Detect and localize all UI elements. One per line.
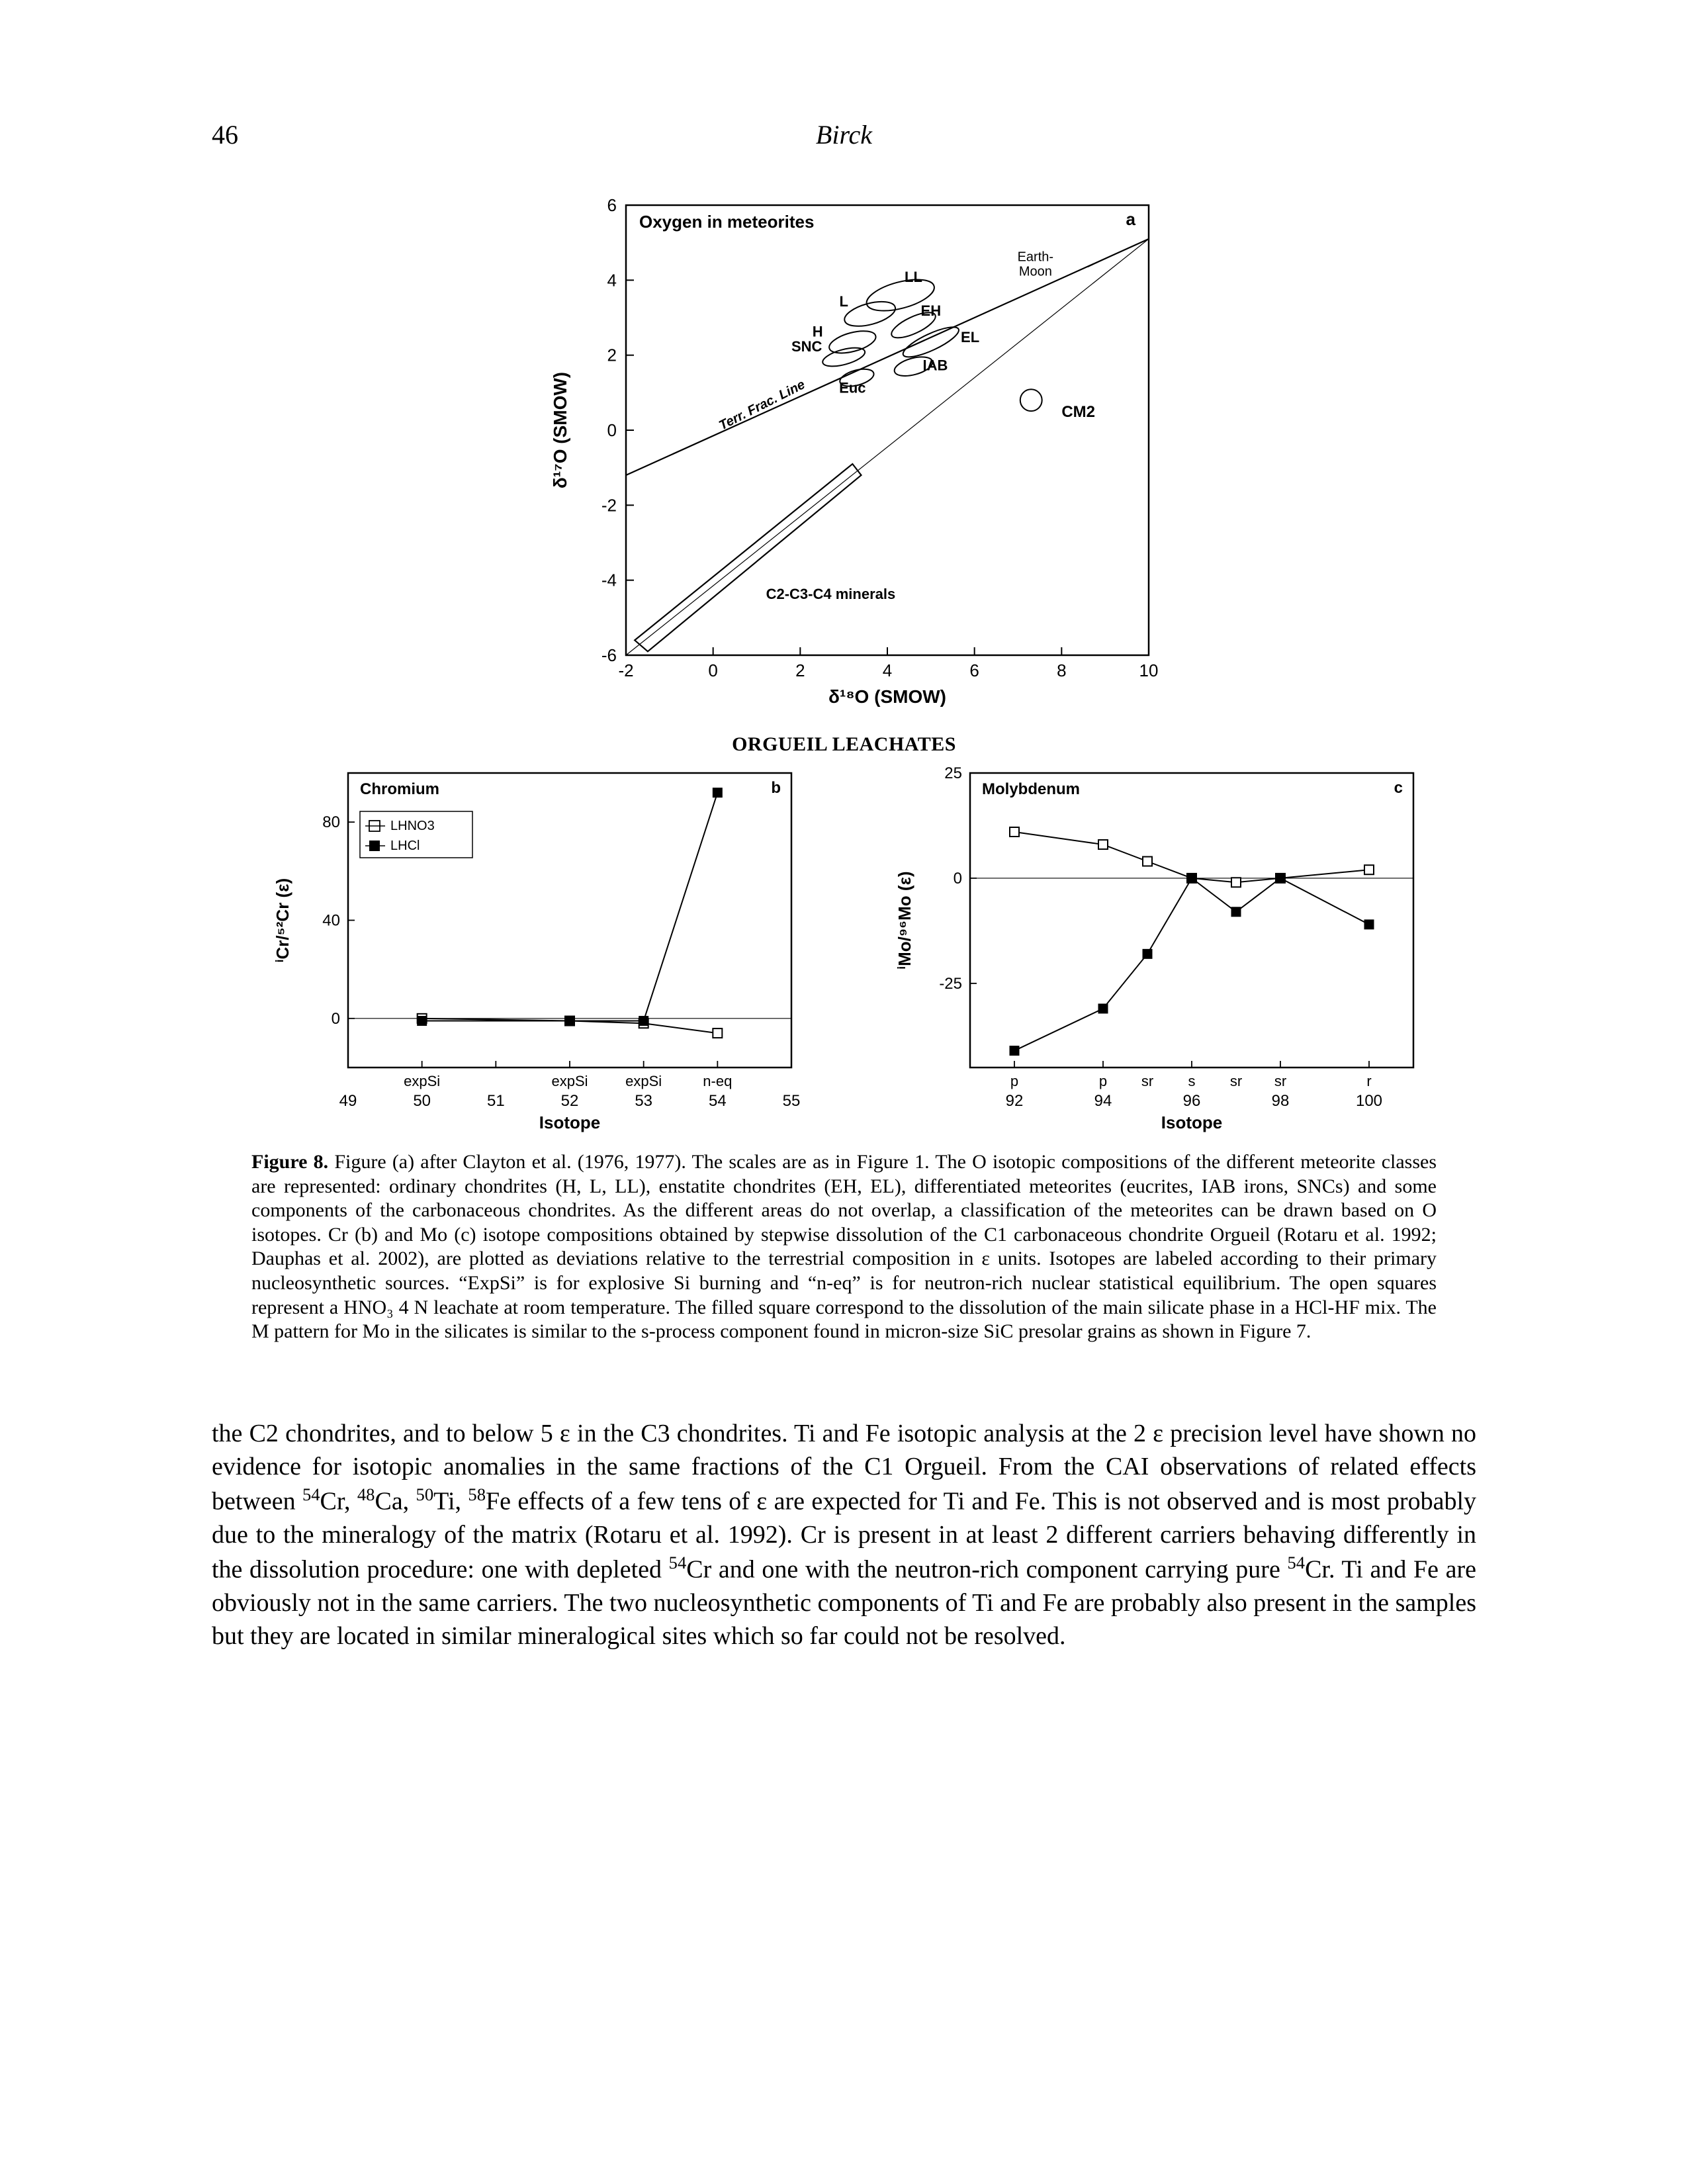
figure-8-caption: Figure 8. Figure (a) after Clayton et al… xyxy=(251,1150,1437,1344)
svg-text:ⁱCr/⁵²Cr (ε): ⁱCr/⁵²Cr (ε) xyxy=(273,878,292,962)
svg-text:sr: sr xyxy=(1274,1073,1286,1089)
svg-text:c: c xyxy=(1394,779,1402,797)
svg-text:0: 0 xyxy=(607,420,616,440)
page-header: 46 Birck xyxy=(212,119,1476,159)
svg-text:LL: LL xyxy=(905,269,922,285)
chart-a-oxygen: -2 0 2 4 6 8 10 -6 -4 -2 0 2 4 6 δ¹⁸O (SMOW) δ¹⁷O (SMOW… xyxy=(513,185,1175,728)
svg-text:6: 6 xyxy=(969,660,979,680)
svg-text:expSi: expSi xyxy=(625,1073,662,1089)
svg-text:51: 51 xyxy=(486,1092,504,1110)
svg-text:ⁱMo/⁹⁶Mo (ε): ⁱMo/⁹⁶Mo (ε) xyxy=(895,871,914,969)
svg-text:Molybdenum: Molybdenum xyxy=(982,780,1080,798)
svg-text:49: 49 xyxy=(339,1092,357,1110)
caption-lead: Figure 8. xyxy=(251,1151,328,1173)
svg-text:EH: EH xyxy=(920,302,941,319)
svg-text:0: 0 xyxy=(708,660,717,680)
svg-text:-25: -25 xyxy=(939,975,962,993)
svg-text:n-eq: n-eq xyxy=(703,1073,732,1089)
svg-text:a: a xyxy=(1126,209,1135,229)
svg-text:80: 80 xyxy=(322,813,340,831)
svg-text:94: 94 xyxy=(1094,1092,1112,1110)
svg-text:CM2: CM2 xyxy=(1061,403,1095,421)
page: 46 Birck -2 0 2 4 6 8 10 -6 -4 -2 0 2 4 6 δ¹⁸O (SMOW) δ… xyxy=(0,0,1688,2184)
svg-text:LHCl: LHCl xyxy=(390,839,420,853)
charts-b-c: 49 50 51 52 53 54 55 0 40 80 expSi expSi expSi n-eq Is… xyxy=(262,760,1427,1137)
svg-text:6: 6 xyxy=(607,195,616,215)
svg-text:Oxygen in meteorites: Oxygen in meteorites xyxy=(639,212,814,232)
svg-text:expSi: expSi xyxy=(551,1073,588,1089)
svg-text:-2: -2 xyxy=(601,495,616,515)
svg-text:b: b xyxy=(771,779,781,797)
svg-text:H: H xyxy=(812,323,822,340)
svg-text:Earth-: Earth- xyxy=(1017,250,1053,265)
svg-text:4: 4 xyxy=(607,270,616,290)
svg-text:0: 0 xyxy=(331,1010,339,1028)
svg-text:δ¹⁷O (SMOW): δ¹⁷O (SMOW) xyxy=(550,372,570,488)
svg-text:10: 10 xyxy=(1139,660,1158,680)
caption-body: Figure (a) after Clayton et al. (1976, 1… xyxy=(251,1151,1437,1342)
svg-text:LHNO3: LHNO3 xyxy=(390,819,435,833)
subcharts-heading: ORGUEIL LEACHATES xyxy=(732,733,956,756)
svg-text:2: 2 xyxy=(607,345,616,365)
svg-text:sr: sr xyxy=(1229,1073,1241,1089)
svg-text:C2-C3-C4 minerals: C2-C3-C4 minerals xyxy=(766,586,895,602)
svg-text:p: p xyxy=(1010,1073,1018,1089)
svg-text:40: 40 xyxy=(322,912,340,930)
svg-text:s: s xyxy=(1188,1073,1195,1089)
svg-text:92: 92 xyxy=(1005,1092,1023,1110)
svg-text:100: 100 xyxy=(1355,1092,1382,1110)
svg-text:SNC: SNC xyxy=(791,338,822,355)
svg-text:-2: -2 xyxy=(618,660,633,680)
svg-text:IAB: IAB xyxy=(922,357,948,373)
svg-text:50: 50 xyxy=(413,1092,431,1110)
svg-text:52: 52 xyxy=(560,1092,578,1110)
svg-text:4: 4 xyxy=(882,660,891,680)
svg-text:Chromium: Chromium xyxy=(360,780,439,798)
svg-text:Isotope: Isotope xyxy=(539,1113,600,1132)
svg-text:r: r xyxy=(1366,1073,1371,1089)
svg-text:55: 55 xyxy=(782,1092,800,1110)
svg-text:Moon: Moon xyxy=(1018,265,1051,279)
running-head: Birck xyxy=(212,119,1476,150)
svg-text:-4: -4 xyxy=(601,570,616,590)
figure-8: -2 0 2 4 6 8 10 -6 -4 -2 0 2 4 6 δ¹⁸O (SMOW) δ¹⁷O (SMOW… xyxy=(212,185,1476,1397)
svg-text:-6: -6 xyxy=(601,645,616,665)
svg-text:Euc: Euc xyxy=(839,379,866,396)
svg-text:25: 25 xyxy=(944,764,962,782)
svg-text:δ¹⁸O (SMOW): δ¹⁸O (SMOW) xyxy=(828,686,946,707)
svg-text:0: 0 xyxy=(953,870,961,887)
svg-text:p: p xyxy=(1098,1073,1106,1089)
svg-text:96: 96 xyxy=(1182,1092,1200,1110)
body-paragraph: the C2 chondrites, and to below 5 ε in t… xyxy=(212,1417,1476,1653)
svg-text:expSi: expSi xyxy=(404,1073,440,1089)
svg-text:sr: sr xyxy=(1141,1073,1153,1089)
svg-text:L: L xyxy=(839,293,848,310)
svg-text:Terr. Frac. Line: Terr. Frac. Line xyxy=(717,377,807,433)
svg-text:2: 2 xyxy=(795,660,805,680)
svg-text:53: 53 xyxy=(635,1092,652,1110)
svg-text:54: 54 xyxy=(708,1092,726,1110)
svg-text:98: 98 xyxy=(1271,1092,1289,1110)
svg-text:8: 8 xyxy=(1057,660,1066,680)
svg-text:Isotope: Isotope xyxy=(1161,1113,1222,1132)
svg-text:EL: EL xyxy=(961,329,979,345)
